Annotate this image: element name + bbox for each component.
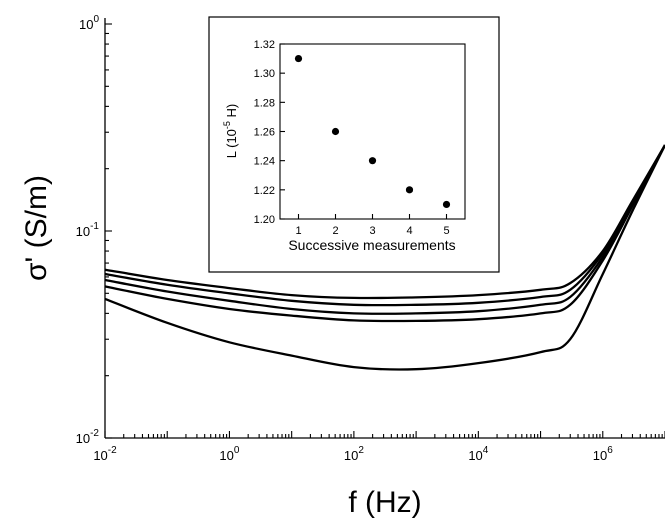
main-major-ticks xyxy=(104,23,665,439)
inset-data-point xyxy=(368,157,377,165)
main-y-axis-label: σ' (S/m) xyxy=(20,175,53,281)
y-tick-label: 100 xyxy=(79,14,99,32)
inset-x-axis-label: Successive measurements xyxy=(288,237,455,253)
inset-y-tick-label: 1.20 xyxy=(254,214,275,226)
inset-y-tick-label: 1.26 xyxy=(254,127,275,139)
series-line-2 xyxy=(104,144,665,307)
inset-y-axis-label: L (10-5 H) xyxy=(222,104,239,159)
main-y-tick-labels: 10-2 10-1 100 xyxy=(76,14,100,446)
inset-x-tick-label: 3 xyxy=(369,225,375,237)
inset-chart: 1 2 3 4 5 1.20 1.22 1.24 1.26 1.28 1.30 … xyxy=(208,16,500,273)
inset-x-tick-label: 4 xyxy=(406,225,412,237)
series-line-4 xyxy=(104,144,665,323)
inset-y-tick-labels: 1.20 1.22 1.24 1.26 1.28 1.30 1.32 xyxy=(254,39,275,226)
inset-frame xyxy=(208,16,500,273)
inset-data-point xyxy=(294,54,303,63)
inset-x-tick-labels: 1 2 3 4 5 xyxy=(295,225,449,237)
inset-y-tick-label: 1.32 xyxy=(254,39,275,51)
inset-y-tick-label: 1.30 xyxy=(254,68,275,80)
inset-points xyxy=(294,54,451,209)
inset-y-tick-label: 1.22 xyxy=(254,185,275,197)
series-line-3 xyxy=(104,144,665,315)
x-tick-label: 102 xyxy=(344,445,364,463)
main-x-tick-labels: 10-2 100 102 104 106 xyxy=(93,445,613,463)
y-tick-label: 10-2 xyxy=(76,428,100,446)
inset-x-tick-label: 1 xyxy=(295,225,301,237)
x-tick-label: 106 xyxy=(593,445,613,463)
inset-data-point xyxy=(331,127,340,136)
inset-data-point xyxy=(405,186,414,194)
main-curves xyxy=(104,144,665,371)
y-tick-label: 10-1 xyxy=(76,221,100,239)
inset-data-point xyxy=(442,200,451,209)
inset-x-tick-label: 5 xyxy=(443,225,449,237)
series-line-5 xyxy=(104,144,665,371)
inset-x-tick-label: 2 xyxy=(332,225,338,237)
main-x-axis-label: f (Hz) xyxy=(348,486,421,519)
x-tick-label: 100 xyxy=(219,445,239,463)
main-minor-ticks xyxy=(105,32,663,438)
x-tick-label: 104 xyxy=(468,445,488,463)
inset-ticks xyxy=(280,43,448,220)
x-tick-label: 10-2 xyxy=(93,445,117,463)
inset-y-tick-label: 1.24 xyxy=(254,156,275,168)
inset-y-tick-label: 1.28 xyxy=(254,97,275,109)
